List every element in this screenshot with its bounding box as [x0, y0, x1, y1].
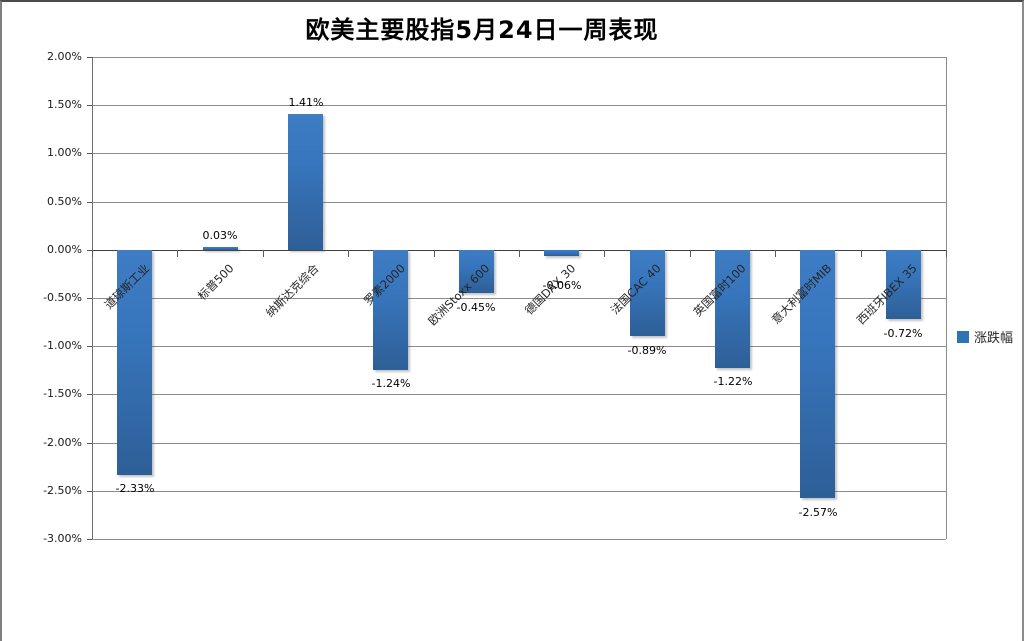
x-axis-tick-mark — [861, 250, 862, 257]
y-axis-tick-mark — [87, 250, 92, 251]
y-axis-tick-label: 1.00% — [47, 146, 82, 159]
category-label: 纳斯达克综合 — [262, 261, 322, 320]
bar-value-label: -2.33% — [115, 482, 155, 495]
bar — [288, 114, 323, 250]
x-axis-tick-mark — [434, 250, 435, 257]
x-axis-tick-mark — [690, 250, 691, 257]
y-axis-tick-label: -0.50% — [43, 291, 82, 304]
y-axis-tick-mark — [87, 105, 92, 106]
y-axis-line — [92, 57, 93, 539]
bar — [459, 250, 494, 293]
bar-value-label: -1.24% — [371, 377, 411, 390]
bar — [203, 247, 238, 250]
gridline — [92, 57, 946, 58]
y-axis-tick-mark — [87, 539, 92, 540]
y-axis-tick-label: -3.00% — [43, 532, 82, 545]
gridline — [92, 105, 946, 106]
gridline — [92, 539, 946, 540]
y-axis-tick-label: -2.00% — [43, 436, 82, 449]
gridline — [92, 202, 946, 203]
legend-series-label: 涨跌幅 — [974, 331, 1014, 346]
y-axis-tick-mark — [87, 491, 92, 492]
gridline — [92, 394, 946, 395]
gridline — [92, 153, 946, 154]
y-axis-tick-label: 2.00% — [47, 50, 82, 63]
bar — [800, 250, 835, 498]
chart-title: 欧美主要股指5月24日一周表现 — [305, 16, 659, 44]
y-axis-tick-label: 0.50% — [47, 195, 82, 208]
bar-value-label: -0.89% — [627, 344, 667, 357]
x-axis-tick-mark — [946, 250, 947, 257]
y-axis-tick-mark — [87, 346, 92, 347]
gridline — [92, 346, 946, 347]
legend: 涨跌幅 — [957, 327, 1013, 346]
y-axis-tick-mark — [87, 394, 92, 395]
bar — [886, 250, 921, 319]
x-axis-tick-mark — [177, 250, 178, 257]
bar-value-label: -0.72% — [883, 327, 923, 340]
y-axis-tick-label: -1.00% — [43, 339, 82, 352]
bar — [544, 250, 579, 256]
x-axis-tick-mark — [604, 250, 605, 257]
y-axis-tick-label: 0.00% — [47, 243, 82, 256]
x-axis-tick-mark — [263, 250, 264, 257]
y-axis-tick-mark — [87, 298, 92, 299]
gridline — [92, 491, 946, 492]
bar-value-label: -0.06% — [542, 279, 582, 292]
y-axis-tick-mark — [87, 57, 92, 58]
gridline — [92, 298, 946, 299]
y-axis-tick-label: 1.50% — [47, 98, 82, 111]
x-axis-tick-mark — [775, 250, 776, 257]
bar-value-label: -2.57% — [798, 506, 838, 519]
bar — [373, 250, 408, 370]
x-axis-tick-mark — [348, 250, 349, 257]
y-axis-tick-mark — [87, 153, 92, 154]
x-axis-tick-mark — [92, 250, 93, 257]
bar — [630, 250, 665, 336]
bar-value-label: -1.22% — [713, 375, 753, 388]
y-axis-tick-label: -2.50% — [43, 484, 82, 497]
gridline — [92, 443, 946, 444]
bar-value-label: -0.45% — [456, 301, 496, 314]
legend-swatch-icon — [957, 330, 969, 343]
y-axis-tick-mark — [87, 202, 92, 203]
bar-value-label: 0.03% — [202, 229, 238, 242]
bar — [117, 250, 152, 475]
y-axis-tick-label: -1.50% — [43, 387, 82, 400]
bar-value-label: 1.41% — [288, 96, 324, 109]
y-axis-tick-mark — [87, 443, 92, 444]
bar — [715, 250, 750, 368]
plot-right-border — [946, 57, 947, 539]
x-axis-tick-mark — [519, 250, 520, 257]
